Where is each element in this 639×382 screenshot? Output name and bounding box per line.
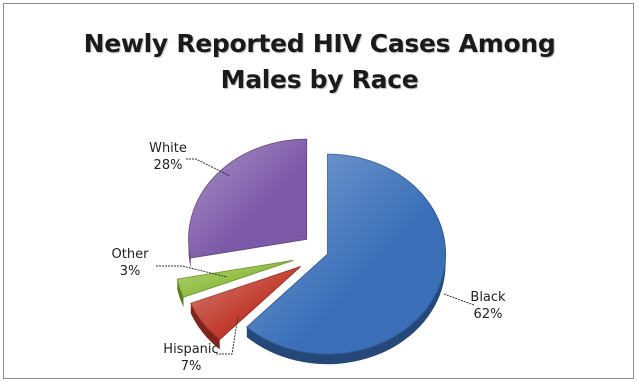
pie-slice-black xyxy=(246,153,447,365)
leader-line-white xyxy=(186,158,231,177)
leader-line-hispanic xyxy=(216,315,239,355)
pie-slice-side-hispanic xyxy=(190,303,220,350)
pie-slice-white xyxy=(188,138,308,268)
pie-slice-other xyxy=(176,259,294,308)
pie-slice-highlight-white xyxy=(188,139,307,258)
chart-title-line-2: Males by Race xyxy=(220,65,419,94)
slice-value-hispanic: 7% xyxy=(181,359,202,374)
slice-label-white: White xyxy=(149,141,187,156)
pie-slice-highlight-hispanic xyxy=(190,266,301,340)
slice-value-black: 62% xyxy=(474,307,503,322)
pie-slice-highlight-other xyxy=(177,260,294,298)
chart-frame: Newly Reported HIV Cases Among Males by … xyxy=(3,3,634,379)
leader-line-other xyxy=(156,265,228,278)
pie-chart: Black 62% Hispanic 7% Other 3% White 28% xyxy=(112,138,506,374)
slice-label-other: Other xyxy=(112,247,150,262)
leader-line-black xyxy=(443,293,475,306)
pie-slice-hispanic xyxy=(190,266,301,350)
chart-title: Newly Reported HIV Cases Among Males by … xyxy=(4,26,635,98)
chart-title-line-1: Newly Reported HIV Cases Among xyxy=(83,29,556,58)
slice-value-other: 3% xyxy=(120,264,141,279)
pie-slice-side-black xyxy=(246,154,446,365)
slice-label-hispanic: Hispanic xyxy=(163,342,218,357)
slice-value-white: 28% xyxy=(154,158,183,173)
slice-label-black: Black xyxy=(470,290,506,305)
pie-slice-highlight-black xyxy=(246,154,446,355)
